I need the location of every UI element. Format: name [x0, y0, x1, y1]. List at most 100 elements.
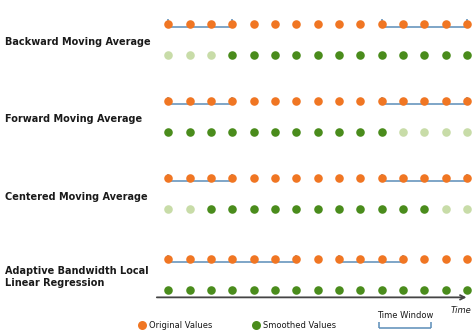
Point	[335, 98, 343, 103]
Point	[164, 287, 172, 293]
Point	[228, 256, 236, 261]
Point	[292, 52, 300, 57]
Point	[420, 256, 428, 261]
Point	[356, 287, 364, 293]
Point	[186, 207, 193, 212]
Point	[335, 256, 343, 261]
Point	[420, 287, 428, 293]
Point	[314, 207, 321, 212]
Point	[442, 256, 449, 261]
Point	[207, 175, 215, 181]
Point	[250, 21, 257, 26]
Point	[271, 52, 279, 57]
Point	[399, 207, 407, 212]
Point	[292, 287, 300, 293]
Point	[207, 287, 215, 293]
Point	[207, 256, 215, 261]
Point	[292, 98, 300, 103]
Point	[335, 207, 343, 212]
Point	[207, 52, 215, 57]
Point	[399, 129, 407, 135]
Point	[292, 21, 300, 26]
Point	[271, 256, 279, 261]
Point	[420, 175, 428, 181]
Point	[378, 287, 385, 293]
Point	[442, 98, 449, 103]
Point	[378, 129, 385, 135]
Point	[228, 98, 236, 103]
Point	[228, 21, 236, 26]
Point	[335, 129, 343, 135]
Point	[186, 256, 193, 261]
Point	[186, 287, 193, 293]
Point	[250, 129, 257, 135]
Point	[228, 287, 236, 293]
Point	[442, 207, 449, 212]
Point	[292, 175, 300, 181]
Point	[207, 98, 215, 103]
Point	[399, 287, 407, 293]
Point	[463, 287, 471, 293]
Point	[207, 21, 215, 26]
Point	[463, 207, 471, 212]
Point	[378, 256, 385, 261]
Point	[292, 207, 300, 212]
Point	[314, 129, 321, 135]
Text: Time: Time	[451, 306, 472, 315]
Point	[207, 207, 215, 212]
Point	[250, 98, 257, 103]
Point	[399, 98, 407, 103]
Point	[164, 256, 172, 261]
Point	[314, 175, 321, 181]
Point	[356, 129, 364, 135]
Point	[228, 207, 236, 212]
Point	[463, 256, 471, 261]
Point	[186, 129, 193, 135]
Text: Original Values: Original Values	[149, 321, 213, 330]
Point	[335, 287, 343, 293]
Point	[399, 175, 407, 181]
Point	[463, 21, 471, 26]
Point	[164, 21, 172, 26]
Point	[186, 175, 193, 181]
Point	[228, 52, 236, 57]
Text: Centered Moving Average: Centered Moving Average	[5, 192, 147, 202]
Point	[271, 21, 279, 26]
Point	[420, 207, 428, 212]
Point	[271, 287, 279, 293]
Point	[228, 129, 236, 135]
Point	[378, 175, 385, 181]
Point	[378, 98, 385, 103]
Point	[420, 21, 428, 26]
Point	[314, 98, 321, 103]
Point	[463, 175, 471, 181]
Point	[164, 129, 172, 135]
Point	[335, 175, 343, 181]
Text: Adaptive Bandwidth Local
Linear Regression: Adaptive Bandwidth Local Linear Regressi…	[5, 266, 148, 288]
Point	[207, 129, 215, 135]
Point	[186, 52, 193, 57]
Text: Smoothed Values: Smoothed Values	[263, 321, 336, 330]
Point	[164, 98, 172, 103]
Point	[186, 21, 193, 26]
Point	[252, 323, 260, 328]
Point	[271, 129, 279, 135]
Point	[442, 175, 449, 181]
Point	[292, 256, 300, 261]
Point	[228, 175, 236, 181]
Point	[463, 98, 471, 103]
Point	[442, 21, 449, 26]
Point	[292, 129, 300, 135]
Point	[442, 129, 449, 135]
Point	[271, 207, 279, 212]
Point	[356, 175, 364, 181]
Point	[378, 207, 385, 212]
Point	[378, 52, 385, 57]
Point	[271, 98, 279, 103]
Point	[271, 175, 279, 181]
Point	[314, 256, 321, 261]
Text: Backward Moving Average: Backward Moving Average	[5, 37, 150, 47]
Point	[356, 21, 364, 26]
Point	[314, 52, 321, 57]
Point	[378, 21, 385, 26]
